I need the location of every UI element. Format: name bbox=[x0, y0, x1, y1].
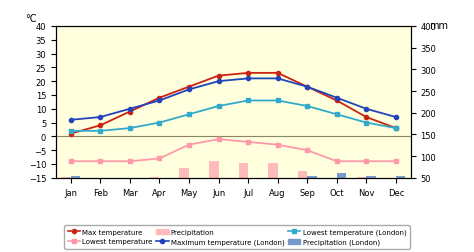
Y-axis label: mm: mm bbox=[429, 21, 448, 31]
Bar bbox=[268, 163, 278, 178]
Bar bbox=[209, 162, 219, 178]
Bar bbox=[248, 178, 257, 180]
Legend: Max temperature, Lowest temperature, Precipitation, Maximum temperature (London): Max temperature, Lowest temperature, Pre… bbox=[64, 225, 410, 248]
Bar bbox=[366, 176, 376, 178]
Bar bbox=[357, 177, 366, 178]
Bar bbox=[396, 176, 405, 178]
Bar bbox=[130, 178, 139, 180]
Bar bbox=[189, 178, 199, 179]
Bar bbox=[159, 178, 169, 180]
Bar bbox=[150, 177, 159, 178]
Bar bbox=[386, 178, 396, 179]
Bar bbox=[71, 176, 80, 178]
Bar bbox=[61, 177, 71, 178]
Bar bbox=[91, 178, 100, 179]
Bar bbox=[238, 164, 248, 178]
Bar bbox=[307, 176, 317, 178]
Y-axis label: °C: °C bbox=[26, 14, 37, 24]
Bar bbox=[180, 169, 189, 178]
Bar bbox=[100, 178, 110, 181]
Bar bbox=[298, 172, 307, 178]
Bar bbox=[219, 178, 228, 179]
Bar bbox=[337, 174, 346, 178]
